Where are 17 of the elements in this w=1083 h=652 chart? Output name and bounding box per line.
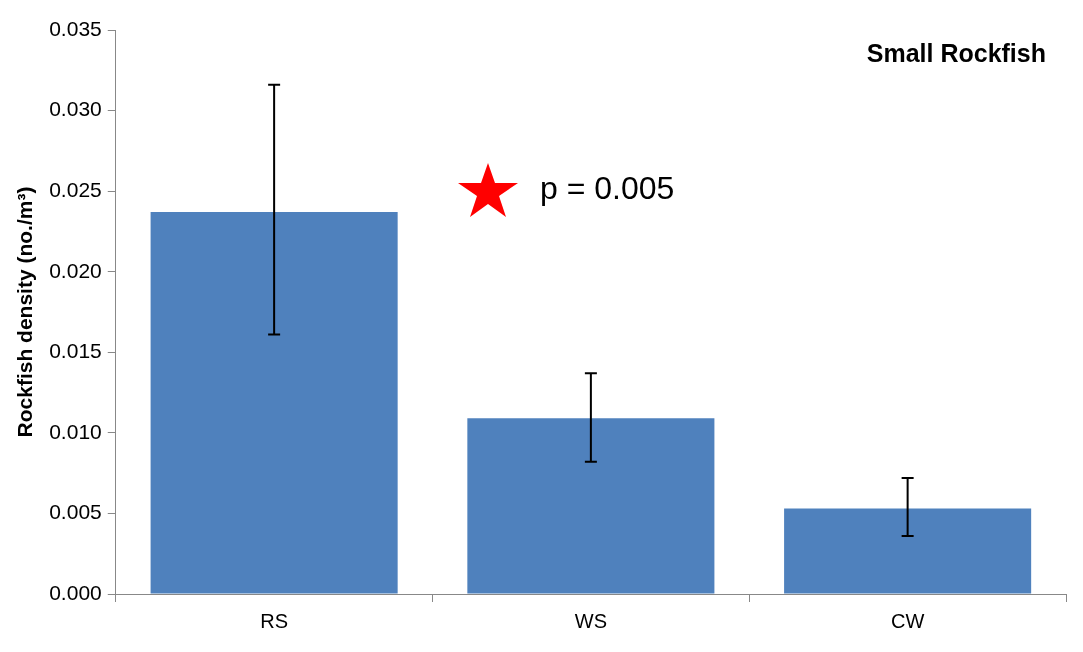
y-tick-label: 0.020: [49, 258, 102, 282]
x-tick-label: CW: [890, 609, 925, 632]
y-tick-label: 0.000: [49, 580, 102, 604]
y-tick-label: 0.025: [49, 177, 102, 201]
x-tick-label: WS: [574, 609, 607, 632]
y-tick-label: 0.015: [49, 339, 102, 363]
y-tick-label: 0.005: [49, 500, 102, 524]
x-tick-label: RS: [260, 609, 289, 632]
bar: [784, 508, 1032, 594]
y-tick-label: 0.010: [49, 419, 102, 443]
y-tick-label: 0.035: [49, 16, 102, 40]
bar: [467, 418, 715, 594]
y-axis-title: Rockfish density (no./m³): [13, 186, 37, 438]
y-tick-label: 0.030: [49, 97, 102, 121]
chart-title: Small Rockfish: [866, 38, 1046, 67]
bar: [150, 212, 398, 594]
annotation: p = 0.005: [540, 169, 675, 206]
